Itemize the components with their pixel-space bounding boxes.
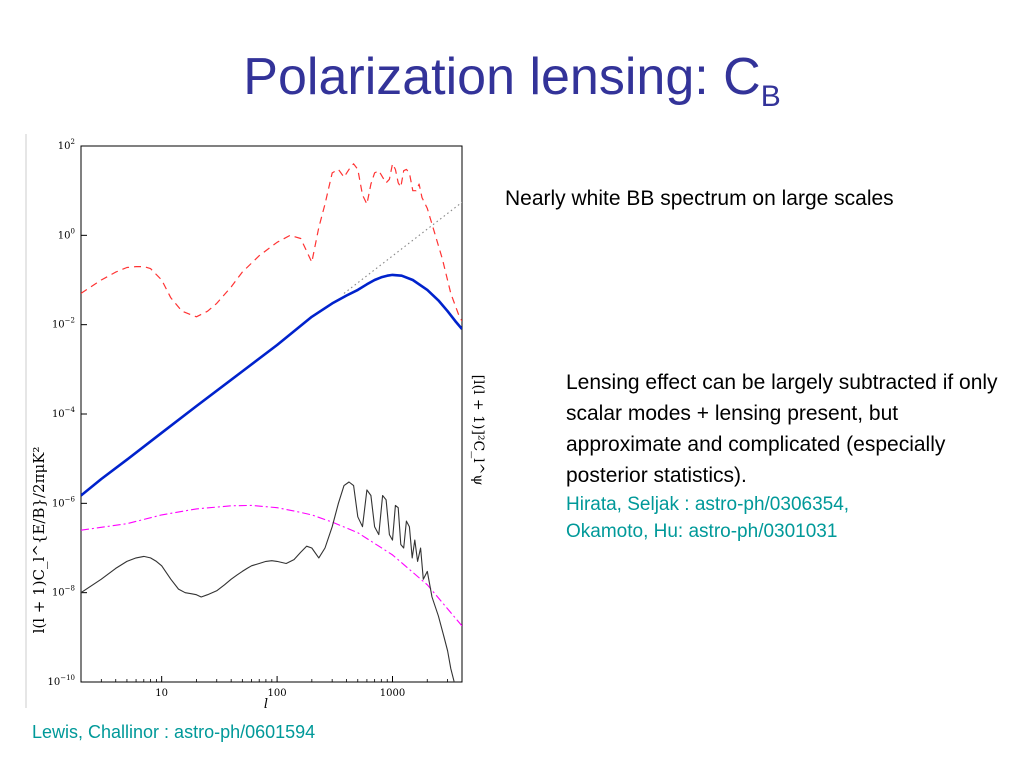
x-axis-label: l <box>264 697 268 712</box>
note-lensing-subtraction: Lensing effect can be largely subtracted… <box>566 367 1006 545</box>
y-tick-exponent: 0 <box>71 227 75 235</box>
y-tick-base: 10 <box>52 409 65 420</box>
series-line-white-noise-extrapolation <box>343 201 462 294</box>
slide-title: Polarization lensing: CB <box>0 42 1024 132</box>
x-tick-label: 10 <box>155 688 168 699</box>
y-axis-label: l(l + 1)C_l^{E/B}/2πμK² <box>30 447 48 634</box>
series-line-lensed-bb <box>81 273 462 497</box>
series-line-ee <box>81 163 462 322</box>
y-tick-base: 10 <box>52 498 65 509</box>
y-tick-label: 10−10 <box>47 674 75 688</box>
y-tick-base: 10 <box>52 588 65 599</box>
y-tick-exponent: −6 <box>65 495 76 503</box>
slide-title-main: Polarization lensing: C <box>243 48 761 106</box>
y-tick-label: 102 <box>58 138 75 152</box>
y-tick-label: 10−2 <box>52 317 75 331</box>
y-tick-base: 10 <box>58 141 71 152</box>
y-tick-label: 100 <box>58 227 75 241</box>
y-tick-exponent: −4 <box>65 406 76 414</box>
plot-frame <box>80 145 463 683</box>
series-line-potential <box>81 504 462 627</box>
figure-credit: Lewis, Challinor : astro-ph/0601594 <box>32 722 316 742</box>
series-layer <box>81 163 462 682</box>
y-tick-base: 10 <box>47 677 60 688</box>
y-tick-label: 10−6 <box>52 495 76 509</box>
series-line-lensed-difference <box>81 481 455 682</box>
y-tick-exponent: 2 <box>71 138 75 146</box>
y-tick-base: 10 <box>52 320 65 331</box>
y-tick-base: 10 <box>58 230 71 241</box>
x-tick-label: 1000 <box>380 688 405 699</box>
y-tick-exponent: −8 <box>65 585 75 593</box>
note-white-spectrum: Nearly white BB spectrum on large scales <box>505 187 894 210</box>
y-tick-exponent: −2 <box>65 317 75 325</box>
y-tick-label: 10−8 <box>52 585 75 599</box>
x-tick-label: 100 <box>268 688 287 699</box>
note-lensing-text: Lensing effect can be largely subtracted… <box>566 371 998 487</box>
x-ticks: 10 100 1000 <box>80 676 463 699</box>
y-tick-label: 10−4 <box>52 406 76 420</box>
y-tick-exponent: −10 <box>60 674 75 682</box>
y2-axis-label: [l(l + 1)]²C_l^ψ <box>470 375 486 486</box>
reference-hirata-seljak: Hirata, Seljak : astro-ph/0306354, <box>566 494 850 515</box>
reference-okamoto-hu: Okamoto, Hu: astro-ph/0301031 <box>566 521 838 542</box>
slide-title-subscript: B <box>760 80 781 113</box>
